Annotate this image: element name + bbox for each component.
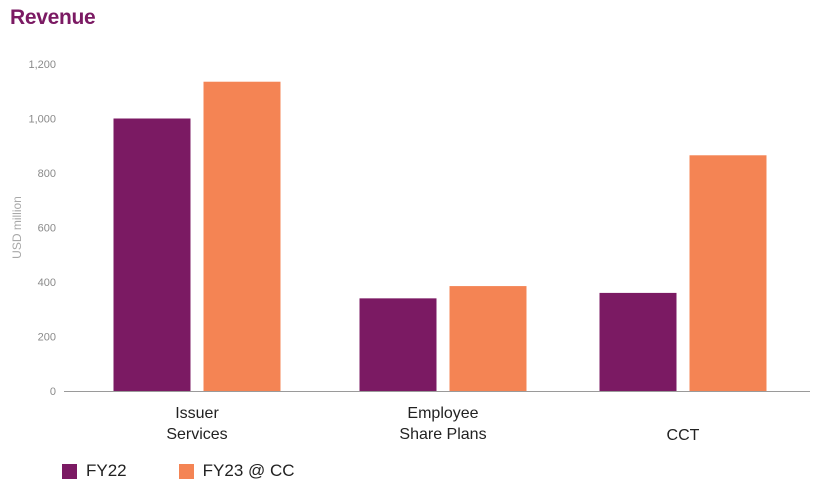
bar-fy23-cc-2 (689, 155, 767, 391)
legend-item: FY22 (62, 461, 127, 481)
legend-swatch (62, 463, 77, 479)
category-labels: Issuer Services Employee Share Plans CCT (166, 405, 699, 444)
bars (113, 81, 767, 392)
bar-fy22-1 (359, 298, 437, 391)
y-axis-label: USD million (10, 196, 24, 259)
category-label: Share Plans (399, 426, 486, 443)
legend: FY22 FY23 @ CC (62, 461, 295, 481)
category-label: CCT (667, 427, 700, 444)
y-tick-label: 200 (38, 332, 56, 344)
category-label: Issuer (175, 405, 219, 422)
y-tick-label: 1,000 (28, 114, 56, 126)
y-tick-label: 600 (38, 223, 56, 235)
bar-fy23-cc-1 (449, 286, 527, 391)
y-tick-label: 1,200 (28, 59, 56, 71)
bar-fy23-cc-0 (203, 81, 281, 392)
y-tick-label: 800 (38, 168, 56, 180)
legend-item: FY23 @ CC (178, 461, 295, 481)
category-label: Employee (407, 405, 478, 422)
y-tick-label: 400 (38, 277, 56, 289)
legend-label: FY23 @ CC (202, 461, 295, 480)
chart-title: Revenue (10, 6, 96, 29)
y-tick-label: 0 (50, 386, 56, 398)
y-axis: 0 200 400 600 800 1,000 1,200 (28, 59, 56, 398)
bar-fy22-0 (113, 118, 191, 391)
bar-fy22-2 (599, 292, 677, 391)
category-label: Services (166, 426, 227, 443)
revenue-bar-chart: 0 200 400 600 800 1,000 1,200 Issuer Services Em… (10, 59, 810, 444)
legend-label: FY22 (86, 461, 127, 480)
legend-swatch (178, 463, 194, 479)
